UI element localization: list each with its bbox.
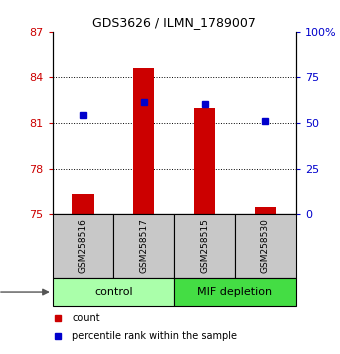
Text: count: count	[72, 313, 100, 322]
Bar	[174, 278, 296, 306]
Bar	[72, 194, 94, 214]
Bar	[53, 214, 114, 278]
Text: GSM258517: GSM258517	[139, 218, 148, 274]
Bar	[194, 108, 215, 214]
Text: MIF depletion: MIF depletion	[198, 287, 273, 297]
Text: GSM258515: GSM258515	[200, 218, 209, 274]
Text: percentile rank within the sample: percentile rank within the sample	[72, 331, 237, 341]
Bar	[174, 214, 235, 278]
Bar	[114, 214, 174, 278]
Title: GDS3626 / ILMN_1789007: GDS3626 / ILMN_1789007	[92, 16, 256, 29]
Text: GSM258516: GSM258516	[79, 218, 88, 274]
Bar	[133, 68, 154, 214]
Bar	[235, 214, 296, 278]
Bar	[255, 207, 276, 214]
Text: control: control	[94, 287, 133, 297]
Text: GSM258530: GSM258530	[261, 218, 270, 274]
Bar	[53, 278, 174, 306]
